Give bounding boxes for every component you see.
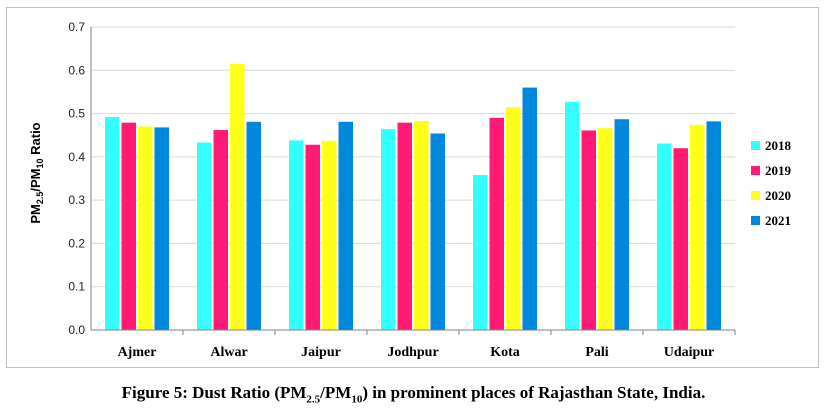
legend-label-2018: 2018 (765, 138, 792, 153)
caption-sub1: 2.5 (306, 393, 321, 406)
bar-kota-2021 (522, 87, 537, 330)
y-tick-label: 0.3 (68, 193, 85, 207)
bar-alwar-2019 (213, 130, 228, 330)
figure-caption: Figure 5: Dust Ratio (PM2.5/PM10) in pro… (0, 383, 827, 405)
x-tick-label-pali: Pali (585, 345, 608, 360)
x-tick-label-udaipur: Udaipur (664, 345, 715, 360)
bar-udaipur-2018 (657, 143, 672, 330)
bar-alwar-2021 (246, 121, 261, 330)
chart-frame: 0.0 0.1 0.2 0.3 0.4 0.5 0.6 0.7 Ajmer Alwar Jaipur… (6, 7, 819, 368)
bar-kota-2019 (489, 117, 504, 331)
bar-jaipur-2018 (289, 140, 304, 330)
bar-pali-2018 (565, 101, 580, 331)
caption-part1: Figure 5: Dust Ratio (PM (121, 383, 307, 402)
legend-label-2021: 2021 (765, 213, 791, 228)
y-tick-label: 0.2 (68, 236, 85, 250)
bar-kota-2018 (473, 175, 488, 330)
bar-pali-2019 (581, 130, 596, 330)
y-axis-label-sub2: 10 (35, 158, 45, 168)
y-tick-label: 0.4 (68, 150, 85, 164)
dust-ratio-bar-chart: 0.0 0.1 0.2 0.3 0.4 0.5 0.6 0.7 Ajmer Alwar Jaipur… (28, 20, 792, 360)
bar-jaipur-2021 (338, 121, 353, 330)
x-tick-label-ajmer: Ajmer (118, 345, 157, 360)
bar-jodhpur-2021 (430, 133, 445, 330)
caption-part2: /PM (320, 383, 352, 402)
y-tick-label: 0.1 (68, 280, 85, 294)
y-axis-label-suffix: Ratio (28, 122, 43, 158)
x-tick-label-kota: Kota (490, 345, 520, 360)
bar-udaipur-2021 (706, 121, 721, 330)
bar-pali-2020 (598, 128, 613, 330)
bar-jaipur-2019 (305, 144, 320, 330)
x-tick-label-jodhpur: Jodhpur (387, 345, 438, 360)
y-tick-label: 0.5 (68, 107, 85, 121)
legend-swatch-2019 (751, 166, 760, 175)
legend-label-2020: 2020 (765, 188, 791, 203)
bar-udaipur-2019 (673, 148, 688, 330)
bar-alwar-2020 (230, 63, 245, 331)
x-tick-label-alwar: Alwar (210, 345, 247, 360)
bar-ajmer-2019 (121, 122, 136, 330)
bar-udaipur-2020 (690, 124, 705, 330)
legend-label-2019: 2019 (765, 163, 792, 178)
x-tick-label-jaipur: Jaipur (301, 345, 341, 360)
bar-kota-2020 (506, 107, 521, 330)
bar-jodhpur-2019 (397, 122, 412, 330)
y-axis-label-prefix: PM (28, 204, 43, 224)
bars (105, 63, 721, 331)
caption-part3: ) in prominent places of Rajasthan State… (362, 383, 706, 402)
legend-swatch-2020 (751, 191, 760, 200)
bar-ajmer-2020 (138, 126, 153, 330)
bar-pali-2021 (614, 119, 629, 330)
legend-swatch-2018 (751, 141, 760, 150)
bar-ajmer-2018 (105, 117, 120, 330)
y-axis-label: PM2.5/PM10 Ratio (28, 122, 45, 223)
caption-sub2: 10 (351, 393, 363, 406)
bar-jaipur-2020 (322, 140, 337, 330)
y-tick-label: 0.7 (68, 20, 85, 34)
axes: 0.0 0.1 0.2 0.3 0.4 0.5 0.6 0.7 Ajmer Alwar Jaipur… (68, 20, 736, 360)
legend: 2018 2019 2020 2021 (751, 138, 792, 228)
bar-ajmer-2021 (154, 127, 169, 331)
bar-jodhpur-2020 (414, 120, 429, 331)
bar-jodhpur-2018 (381, 129, 396, 330)
y-axis-label-mid: /PM (28, 169, 43, 192)
legend-swatch-2021 (751, 216, 760, 225)
bar-alwar-2018 (197, 142, 212, 330)
gridlines (91, 26, 735, 288)
y-axis-label-sub1: 2.5 (35, 192, 45, 205)
y-tick-label: 0.6 (68, 63, 85, 77)
y-tick-label: 0.0 (68, 323, 85, 337)
